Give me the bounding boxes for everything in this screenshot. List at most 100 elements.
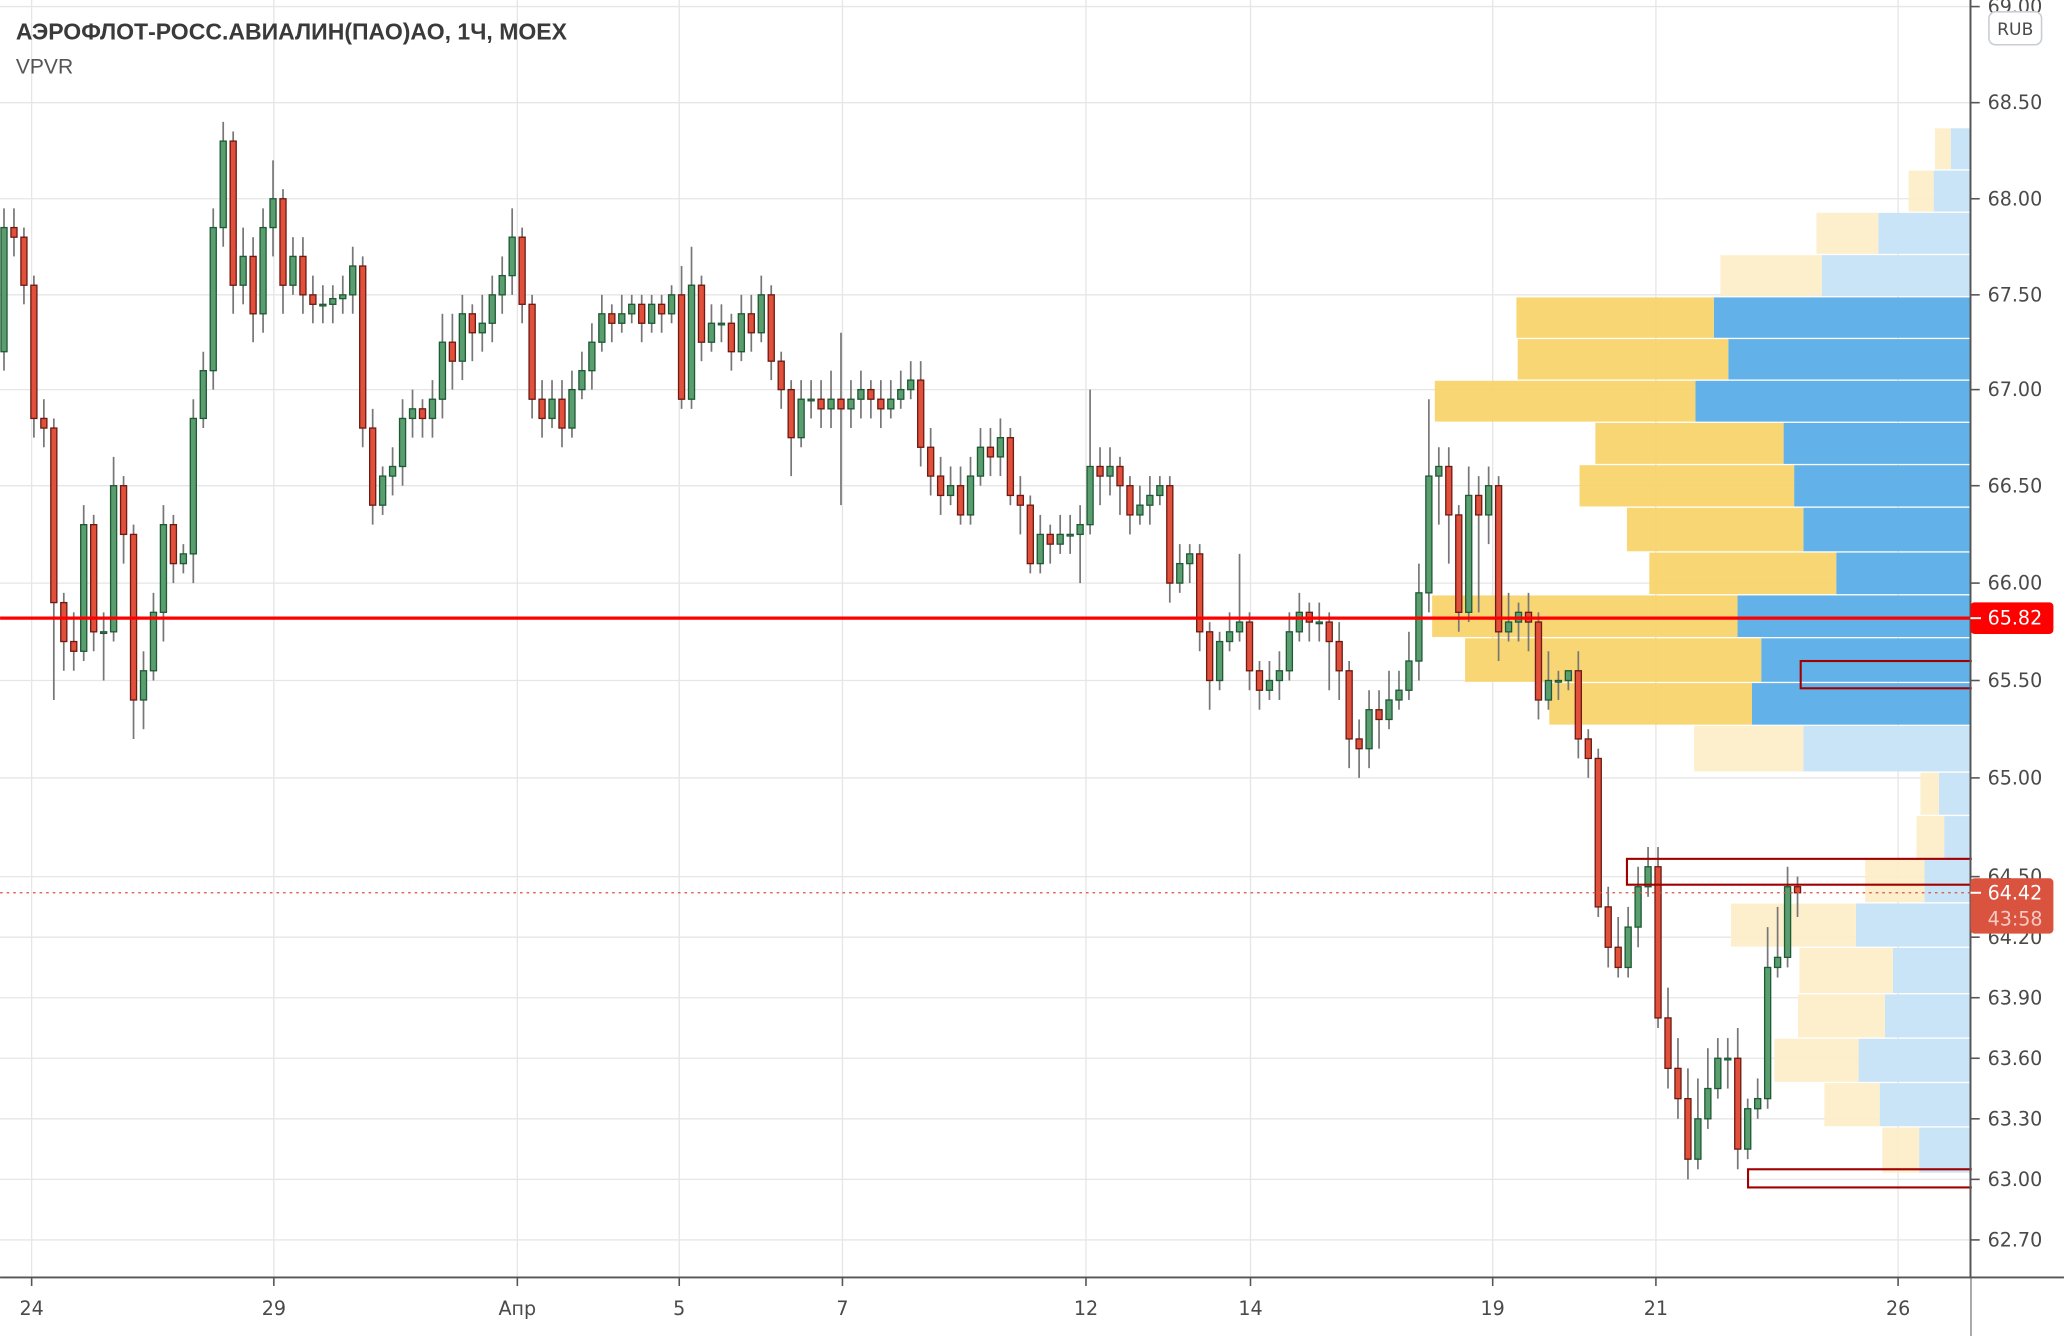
candle	[966, 456, 975, 525]
candle-body-down	[309, 294, 317, 305]
candle	[349, 246, 357, 314]
candle	[857, 370, 865, 419]
candle	[189, 399, 198, 584]
symbol-title: АЭРОФЛОТ-РОСС.АВИАЛИН(ПАО)АО, 1Ч, MOEX	[16, 18, 568, 44]
candle	[1554, 670, 1563, 700]
candle-body-up	[1136, 504, 1144, 516]
candle	[319, 285, 327, 324]
candle-body-up	[159, 524, 168, 613]
candle-body-down	[30, 284, 38, 420]
candle	[428, 380, 437, 438]
volume-profile-down-bar	[1865, 859, 1925, 903]
candle-body-down	[1046, 533, 1054, 545]
candle	[99, 612, 108, 681]
candle	[359, 256, 367, 448]
candle-body-up	[1066, 533, 1074, 537]
candle	[807, 380, 815, 419]
candlestick-series	[0, 121, 1802, 1180]
candle-body-down	[1455, 514, 1463, 613]
candle-body-down	[1335, 640, 1343, 672]
candle	[568, 370, 576, 438]
price-tick-label: 67.00	[1988, 379, 2043, 401]
candle	[1744, 1098, 1752, 1160]
time-tick-label: 12	[1074, 1298, 1098, 1320]
candle	[40, 399, 48, 448]
currency-button[interactable]: RUB	[1988, 11, 2043, 46]
candle-body-up	[548, 398, 556, 420]
candle-body-down	[747, 313, 755, 334]
candle	[767, 285, 775, 381]
candle	[1245, 612, 1254, 691]
candle-body-up	[199, 369, 207, 420]
candle-body-down	[40, 417, 48, 429]
candle-body-down	[1166, 485, 1174, 584]
candle-body-down	[1534, 621, 1543, 701]
candle-body-down	[677, 294, 686, 400]
candle-body-up	[1763, 966, 1772, 1100]
volume-profile-up-bar	[1858, 1038, 1971, 1082]
candle-body-up	[149, 611, 158, 672]
candle-body-down	[638, 303, 646, 324]
time-tick-label: 7	[836, 1298, 848, 1320]
candle-body-down	[1574, 670, 1583, 740]
price-axis-background[interactable]	[1971, 0, 2064, 1336]
time-tick-label: 5	[673, 1298, 685, 1320]
candle	[129, 524, 138, 739]
legend: АЭРОФЛОТ-РОСС.АВИАЛИН(ПАО)АО, 1Ч, MOEX V…	[16, 18, 568, 78]
candle-body-up	[1634, 886, 1642, 928]
candle-body-down	[418, 408, 427, 420]
candle-body-up	[109, 485, 118, 633]
candle	[70, 612, 78, 671]
candle-body-up	[209, 226, 217, 372]
candle	[1574, 651, 1583, 759]
candle-body-up	[488, 294, 496, 324]
candle-body-up	[827, 398, 835, 410]
candle	[1395, 670, 1403, 710]
candle	[538, 380, 546, 438]
candle	[1176, 544, 1184, 593]
candle-body-up	[508, 236, 516, 277]
candle-body-down	[1116, 465, 1124, 487]
candle	[1684, 1068, 1692, 1180]
candle	[1146, 476, 1154, 525]
candle	[1066, 514, 1074, 554]
candle-body-down	[229, 140, 237, 286]
candle-body-up	[349, 265, 357, 296]
candle-body-down	[936, 475, 945, 497]
candle-body-down	[249, 255, 257, 315]
indicator-label-vpvr[interactable]: VPVR	[16, 56, 73, 79]
volume-profile-up-bar	[1879, 1083, 1971, 1127]
candle	[1305, 602, 1313, 642]
candle	[1056, 514, 1064, 554]
candle	[1455, 505, 1463, 632]
candle	[508, 208, 516, 295]
time-axis[interactable]: 24 29 Апр 5 7 12 14 19 21 26	[20, 1278, 1911, 1320]
candle-body-up	[588, 341, 596, 372]
candle	[996, 418, 1005, 477]
volume-profile-down-bar	[1595, 422, 1784, 464]
time-tick-label: 26	[1886, 1298, 1910, 1320]
candle	[1564, 670, 1573, 691]
volume-profile-down-bar	[1824, 1083, 1880, 1127]
time-tick-label: 21	[1644, 1298, 1668, 1320]
candle	[488, 275, 496, 343]
candle	[1355, 719, 1363, 778]
time-axis-background[interactable]	[0, 1278, 1971, 1336]
candle-body-up	[478, 322, 486, 334]
candle-body-down	[767, 294, 775, 362]
volume-profile-down-bar	[1720, 255, 1822, 297]
candle-body-down	[538, 398, 546, 420]
candle-body-down	[279, 198, 287, 286]
candle-body-up	[1694, 1118, 1702, 1160]
candle-body-down	[1614, 946, 1622, 969]
candle-body-down	[528, 303, 536, 400]
volume-profile-up-bar	[1884, 994, 1971, 1038]
candle	[727, 313, 736, 371]
price-tick-label: 62.70	[1988, 1229, 2043, 1251]
candle	[1634, 866, 1642, 948]
candle	[638, 294, 646, 343]
candle-body-down	[1245, 621, 1254, 672]
price-tick-label: 68.00	[1988, 188, 2043, 210]
candle-body-down	[70, 640, 78, 652]
